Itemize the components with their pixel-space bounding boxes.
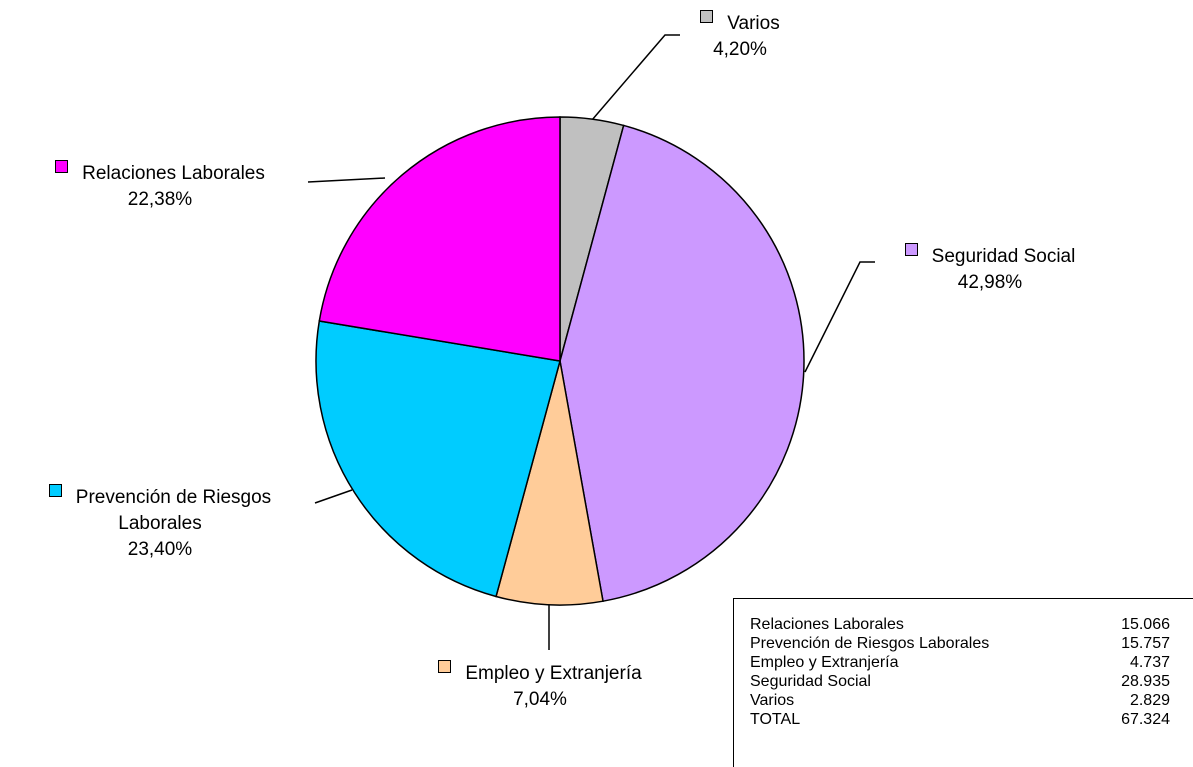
leader-lines [307, 34, 875, 650]
category-label: Varios [727, 13, 780, 34]
slice-label: Varios 4,20% [640, 10, 840, 63]
table-row: TOTAL 67.324 [750, 710, 1170, 729]
leader-line [804, 261, 875, 373]
row-label: Varios [750, 692, 795, 709]
percent-label: 42,98% [957, 272, 1023, 293]
table-row: Relaciones Laborales 15.066 [750, 615, 1170, 634]
legend-swatch [438, 660, 452, 673]
pie-slice [559, 124, 805, 603]
percent-label: 4,20% [713, 39, 767, 60]
legend-swatch [48, 484, 62, 497]
table-row: Empleo y Extranjería 4.737 [750, 653, 1170, 672]
slice-label: Relaciones Laborales 22,38% [10, 160, 310, 213]
slice-label: Seguridad Social 42,98% [860, 243, 1120, 296]
legend-swatch [700, 10, 714, 23]
category-label: Empleo y Extranjería [465, 663, 642, 684]
leader-line [314, 489, 353, 504]
leader-line [307, 177, 386, 183]
row-value: 67.324 [1121, 711, 1170, 728]
label-name-line: Prevención de Riesgos Laborales [25, 484, 295, 537]
summary-table: Relaciones Laborales 15.066 Prevención de … [733, 598, 1193, 767]
percent-label: 22,38% [127, 189, 193, 210]
category-label: Seguridad Social [931, 246, 1076, 267]
table-row: Prevención de Riesgos Laborales 15.757 [750, 634, 1170, 653]
pie-slice [315, 320, 561, 598]
slice-label: Empleo y Extranjería 7,04% [400, 660, 680, 713]
row-value: 15.066 [1121, 616, 1170, 633]
label-name-line: Varios [640, 10, 840, 37]
row-value: 28.935 [1121, 673, 1170, 690]
table-row: Seguridad Social 28.935 [750, 672, 1170, 691]
row-label: Empleo y Extranjería [750, 654, 899, 671]
category-label: Prevención de Riesgos Laborales [75, 487, 272, 534]
category-label: Relaciones Laborales [82, 163, 265, 184]
row-label: Prevención de Riesgos Laborales [750, 635, 990, 652]
row-label: TOTAL [750, 711, 801, 728]
label-name-line: Relaciones Laborales [10, 160, 310, 187]
row-value: 15.757 [1121, 635, 1170, 652]
pie-slice [495, 360, 604, 606]
table-row: Varios 2.829 [750, 691, 1170, 710]
row-label: Relaciones Laborales [750, 616, 904, 633]
label-name-line: Empleo y Extranjería [400, 660, 680, 687]
row-value: 4.737 [1129, 654, 1170, 671]
pie [315, 116, 805, 606]
legend-swatch [55, 160, 69, 173]
percent-label: 23,40% [127, 539, 193, 560]
leader-line [591, 34, 680, 121]
pie-slice [318, 116, 561, 362]
slice-label: Prevención de Riesgos Laborales 23,40% [25, 484, 295, 563]
row-label: Seguridad Social [750, 673, 871, 690]
percent-label: 7,04% [513, 689, 567, 710]
row-value: 2.829 [1129, 692, 1170, 709]
legend-swatch [904, 243, 918, 256]
label-name-line: Seguridad Social [860, 243, 1120, 270]
